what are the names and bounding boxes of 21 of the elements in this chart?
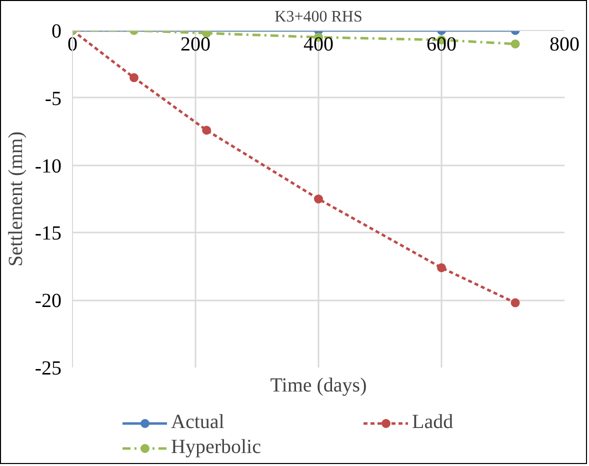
y-tick-label: -25 <box>34 358 62 380</box>
legend-label: Ladd <box>412 411 454 434</box>
y-axis-title: Settlement (mm) <box>4 132 27 266</box>
y-tick-label: -10 <box>34 155 62 178</box>
x-tick-label: 400 <box>304 34 334 56</box>
legend-label: Hyperbolic <box>171 436 262 459</box>
x-tick-label: 0 <box>68 34 78 56</box>
point <box>510 298 520 308</box>
chart-title: K3+400 RHS <box>274 8 362 26</box>
point <box>202 126 212 135</box>
point <box>130 73 138 82</box>
x-tick-label: 200 <box>180 34 210 56</box>
x-axis-title: Time (days) <box>270 374 367 396</box>
y-tick-label: -20 <box>34 290 62 312</box>
y-tick-label: -5 <box>44 88 62 110</box>
point <box>314 194 323 204</box>
point <box>510 39 520 48</box>
point <box>437 263 446 272</box>
y-tick-label: -15 <box>34 222 62 245</box>
x-tick-label: 800 <box>550 34 580 56</box>
legend-label: Actual <box>171 411 226 434</box>
